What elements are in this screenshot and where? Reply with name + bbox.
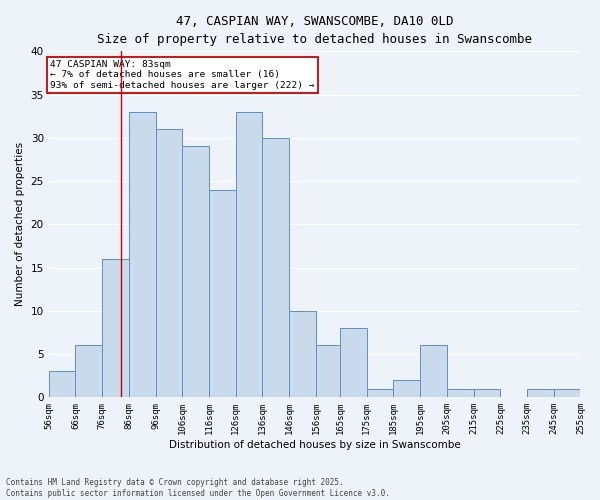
Bar — [473, 388, 500, 398]
X-axis label: Distribution of detached houses by size in Swanscombe: Distribution of detached houses by size … — [169, 440, 460, 450]
Bar — [129, 112, 155, 398]
Bar — [340, 328, 367, 398]
Bar — [527, 388, 554, 398]
Bar — [262, 138, 289, 398]
Y-axis label: Number of detached properties: Number of detached properties — [15, 142, 25, 306]
Bar — [447, 388, 473, 398]
Bar — [367, 388, 394, 398]
Title: 47, CASPIAN WAY, SWANSCOMBE, DA10 0LD
Size of property relative to detached hous: 47, CASPIAN WAY, SWANSCOMBE, DA10 0LD Si… — [97, 15, 532, 46]
Bar — [420, 346, 447, 398]
Bar — [155, 129, 182, 398]
Bar — [316, 346, 343, 398]
Text: Contains HM Land Registry data © Crown copyright and database right 2025.
Contai: Contains HM Land Registry data © Crown c… — [6, 478, 390, 498]
Text: 47 CASPIAN WAY: 83sqm
← 7% of detached houses are smaller (16)
93% of semi-detac: 47 CASPIAN WAY: 83sqm ← 7% of detached h… — [50, 60, 314, 90]
Bar — [102, 259, 129, 398]
Bar — [209, 190, 236, 398]
Bar — [289, 311, 316, 398]
Bar — [76, 346, 102, 398]
Bar — [182, 146, 209, 398]
Bar — [236, 112, 262, 398]
Bar — [394, 380, 420, 398]
Bar — [554, 388, 580, 398]
Bar — [49, 372, 76, 398]
